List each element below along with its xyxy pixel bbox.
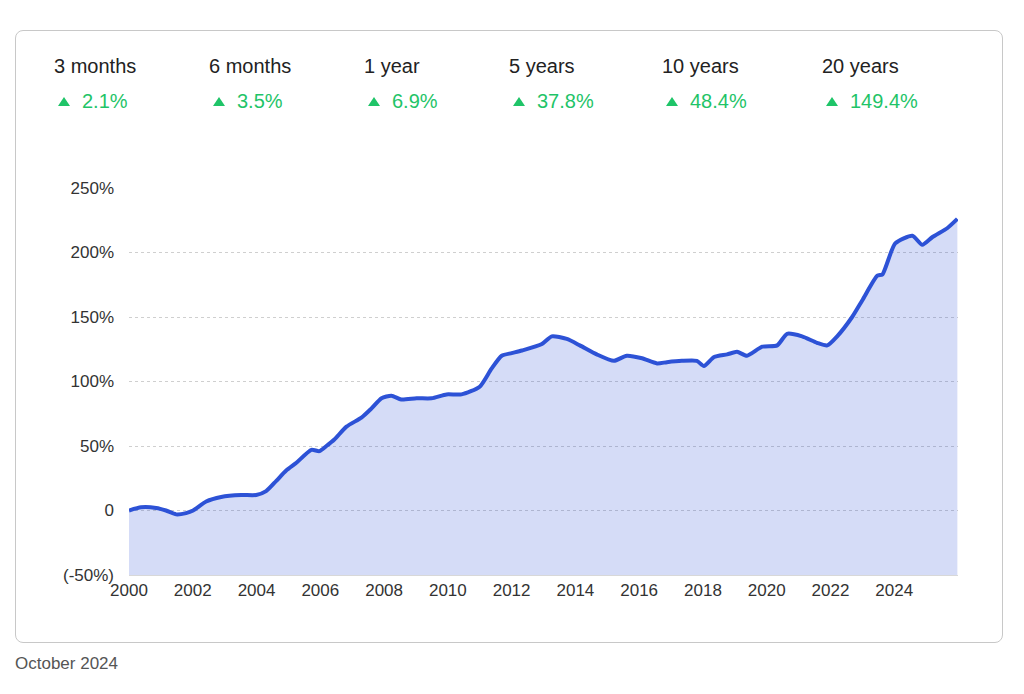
svg-text:150%: 150% (71, 308, 114, 327)
svg-text:100%: 100% (71, 372, 114, 391)
html-text:6 months: 6 months (209, 55, 292, 77)
html-text:2.1%: 2.1% (82, 90, 128, 112)
svg-text:2000: 2000 (110, 581, 148, 600)
svg-text:(-50%): (-50%) (63, 566, 114, 585)
html-text:3.5%: 3.5% (237, 90, 283, 112)
svg-text:50%: 50% (80, 437, 114, 456)
svg-text:2002: 2002 (174, 581, 212, 600)
html-text:5 years: 5 years (509, 55, 575, 77)
html-text:3 months: 3 months (54, 55, 137, 77)
svg-text:2012: 2012 (493, 581, 531, 600)
html-text:6.9%: 6.9% (392, 90, 438, 112)
svg-text:2004: 2004 (238, 581, 276, 600)
html-text:20 years: 20 years (822, 55, 899, 77)
html-text:10 years: 10 years (662, 55, 739, 77)
svg-text:2022: 2022 (812, 581, 850, 600)
svg-text:250%: 250% (71, 179, 114, 198)
svg-text:0: 0 (105, 501, 114, 520)
html-text:1 year: 1 year (364, 55, 420, 77)
svg-text:2014: 2014 (556, 581, 594, 600)
html-text:October 2024: October 2024 (15, 654, 118, 673)
html-text:37.8%: 37.8% (537, 90, 594, 112)
svg-text:2018: 2018 (684, 581, 722, 600)
svg-text:2006: 2006 (301, 581, 339, 600)
html-text:48.4%: 48.4% (690, 90, 747, 112)
html-text:149.4%: 149.4% (850, 90, 918, 112)
svg-text:2010: 2010 (429, 581, 467, 600)
svg-text:2008: 2008 (365, 581, 403, 600)
svg-text:2016: 2016 (620, 581, 658, 600)
svg-text:2020: 2020 (748, 581, 786, 600)
svg-text:2024: 2024 (875, 581, 913, 600)
svg-text:200%: 200% (71, 243, 114, 262)
